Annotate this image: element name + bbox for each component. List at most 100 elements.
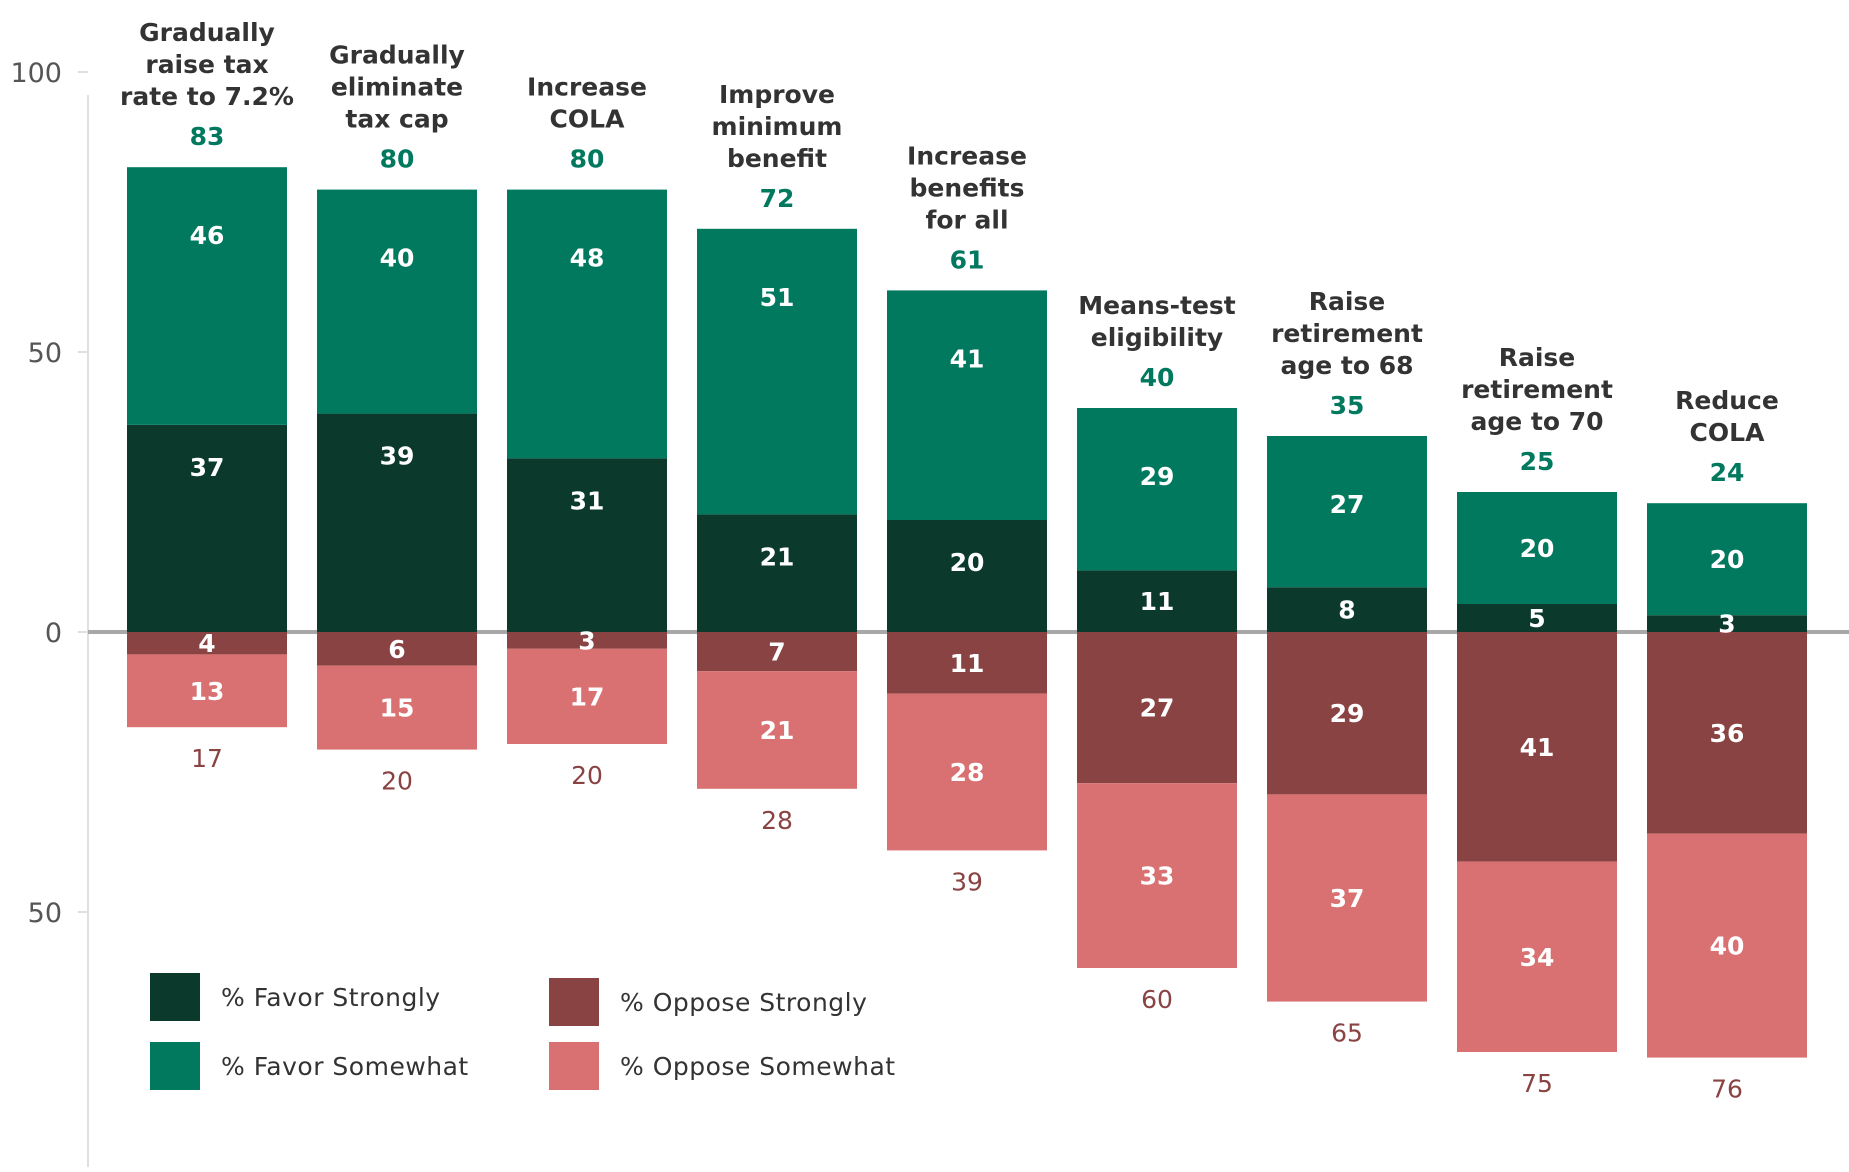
oppose-total-label: 20 — [571, 761, 603, 790]
data-label-favor-somewhat: 48 — [570, 244, 605, 273]
data-label-favor-somewhat: 20 — [1520, 534, 1555, 563]
legend-label: % Favor Somewhat — [221, 1052, 469, 1081]
bar-oppose-strongly — [1647, 632, 1807, 834]
data-label-oppose-somewhat: 37 — [1330, 884, 1365, 913]
bar-oppose-somewhat — [317, 665, 477, 750]
category-label: Raise — [1309, 287, 1386, 316]
data-label-oppose-somewhat: 40 — [1710, 932, 1745, 961]
bar-favor-strongly — [697, 514, 857, 632]
y-tick-label: 50 — [28, 898, 62, 929]
category-label: benefit — [727, 144, 827, 173]
data-label-favor-somewhat: 46 — [190, 221, 225, 250]
bar-oppose-somewhat — [1267, 794, 1427, 1002]
category-label: age to 68 — [1280, 351, 1413, 380]
category-label: minimum — [712, 112, 843, 141]
category-label: eliminate — [331, 73, 463, 102]
legend-item: % Oppose Strongly — [549, 978, 867, 1026]
category-label: Raise — [1499, 343, 1576, 372]
data-label-favor-somewhat: 20 — [1710, 545, 1745, 574]
bar-favor-strongly — [317, 413, 477, 632]
bar-oppose-somewhat — [1077, 783, 1237, 968]
legend-item: % Oppose Somewhat — [549, 1042, 896, 1090]
bar-oppose-strongly — [887, 632, 1047, 694]
data-label-oppose-strongly: 27 — [1140, 694, 1175, 723]
data-label-oppose-strongly: 3 — [578, 626, 595, 655]
bar-favor-somewhat — [887, 290, 1047, 520]
category-label: COLA — [550, 105, 626, 134]
data-label-oppose-strongly: 36 — [1710, 719, 1745, 748]
data-label-favor-somewhat: 51 — [760, 283, 795, 312]
bar-favor-somewhat — [697, 228, 857, 515]
favor-total-label: 24 — [1710, 458, 1745, 487]
bar-favor-somewhat — [1647, 503, 1807, 616]
data-label-favor-strongly: 31 — [570, 486, 605, 515]
data-label-oppose-somewhat: 17 — [570, 682, 605, 711]
data-label-oppose-somewhat: 33 — [1140, 862, 1175, 891]
bar-oppose-somewhat — [507, 648, 667, 744]
legend-label: % Oppose Somewhat — [620, 1052, 896, 1081]
data-label-favor-strongly: 5 — [1528, 604, 1545, 633]
bar-favor-strongly — [1457, 604, 1617, 632]
data-label-favor-strongly: 21 — [760, 542, 795, 571]
bar-oppose-strongly — [317, 632, 477, 666]
data-label-oppose-somewhat: 13 — [190, 677, 225, 706]
data-label-favor-somewhat: 41 — [950, 344, 985, 373]
data-label-favor-somewhat: 27 — [1330, 490, 1365, 519]
category-label: Reduce — [1675, 386, 1779, 415]
oppose-total-label: 75 — [1521, 1069, 1553, 1098]
bar-favor-somewhat — [1457, 492, 1617, 604]
bar-favor-strongly — [1647, 615, 1807, 632]
oppose-total-label: 60 — [1141, 985, 1173, 1014]
data-label-oppose-strongly: 29 — [1330, 699, 1365, 728]
oppose-total-label: 17 — [191, 744, 223, 773]
data-label-oppose-strongly: 6 — [388, 635, 405, 664]
oppose-total-label: 28 — [761, 806, 793, 835]
category-label: COLA — [1690, 418, 1766, 447]
category-label: Gradually — [139, 18, 275, 47]
bar-favor-strongly — [1077, 570, 1237, 632]
data-label-oppose-strongly: 11 — [950, 649, 985, 678]
oppose-total-label: 76 — [1711, 1075, 1743, 1104]
legend-item: % Favor Strongly — [150, 973, 440, 1021]
bar-oppose-somewhat — [1647, 833, 1807, 1058]
bar-oppose-strongly — [127, 632, 287, 655]
legend-swatch — [150, 1042, 200, 1090]
data-label-oppose-strongly: 41 — [1520, 733, 1555, 762]
data-label-favor-strongly: 3 — [1718, 610, 1735, 639]
category-label: age to 70 — [1470, 407, 1603, 436]
bar-oppose-somewhat — [127, 654, 287, 728]
legend-item: % Favor Somewhat — [150, 1042, 469, 1090]
category-label: Improve — [719, 80, 835, 109]
data-label-favor-strongly: 39 — [380, 442, 415, 471]
data-label-oppose-somewhat: 28 — [950, 758, 985, 787]
data-label-favor-strongly: 37 — [190, 453, 225, 482]
bar-oppose-somewhat — [1457, 861, 1617, 1052]
bar-oppose-somewhat — [697, 671, 857, 789]
category-label: for all — [925, 205, 1008, 234]
category-label: Means-test — [1078, 291, 1236, 320]
bar-favor-somewhat — [127, 167, 287, 425]
bar-oppose-somewhat — [887, 693, 1047, 851]
category-label: retirement — [1271, 319, 1423, 348]
bar-oppose-strongly — [697, 632, 857, 672]
category-label: tax cap — [345, 105, 448, 134]
data-label-oppose-somewhat: 21 — [760, 716, 795, 745]
data-label-favor-strongly: 20 — [950, 548, 985, 577]
bar-favor-somewhat — [1077, 408, 1237, 571]
favor-total-label: 72 — [760, 184, 795, 213]
favor-total-label: 80 — [380, 145, 415, 174]
data-label-oppose-strongly: 7 — [768, 638, 785, 667]
category-label: raise tax — [145, 50, 268, 79]
legend-label: % Oppose Strongly — [620, 988, 867, 1017]
bar-favor-strongly — [507, 458, 667, 632]
bar-favor-somewhat — [317, 189, 477, 414]
category-label: benefits — [910, 173, 1025, 202]
category-label: Increase — [527, 73, 647, 102]
oppose-total-label: 39 — [951, 867, 983, 896]
bar-favor-somewhat — [507, 189, 667, 459]
data-label-favor-somewhat: 40 — [380, 244, 415, 273]
bar-favor-somewhat — [1267, 436, 1427, 588]
y-tick-label: 100 — [10, 58, 62, 89]
